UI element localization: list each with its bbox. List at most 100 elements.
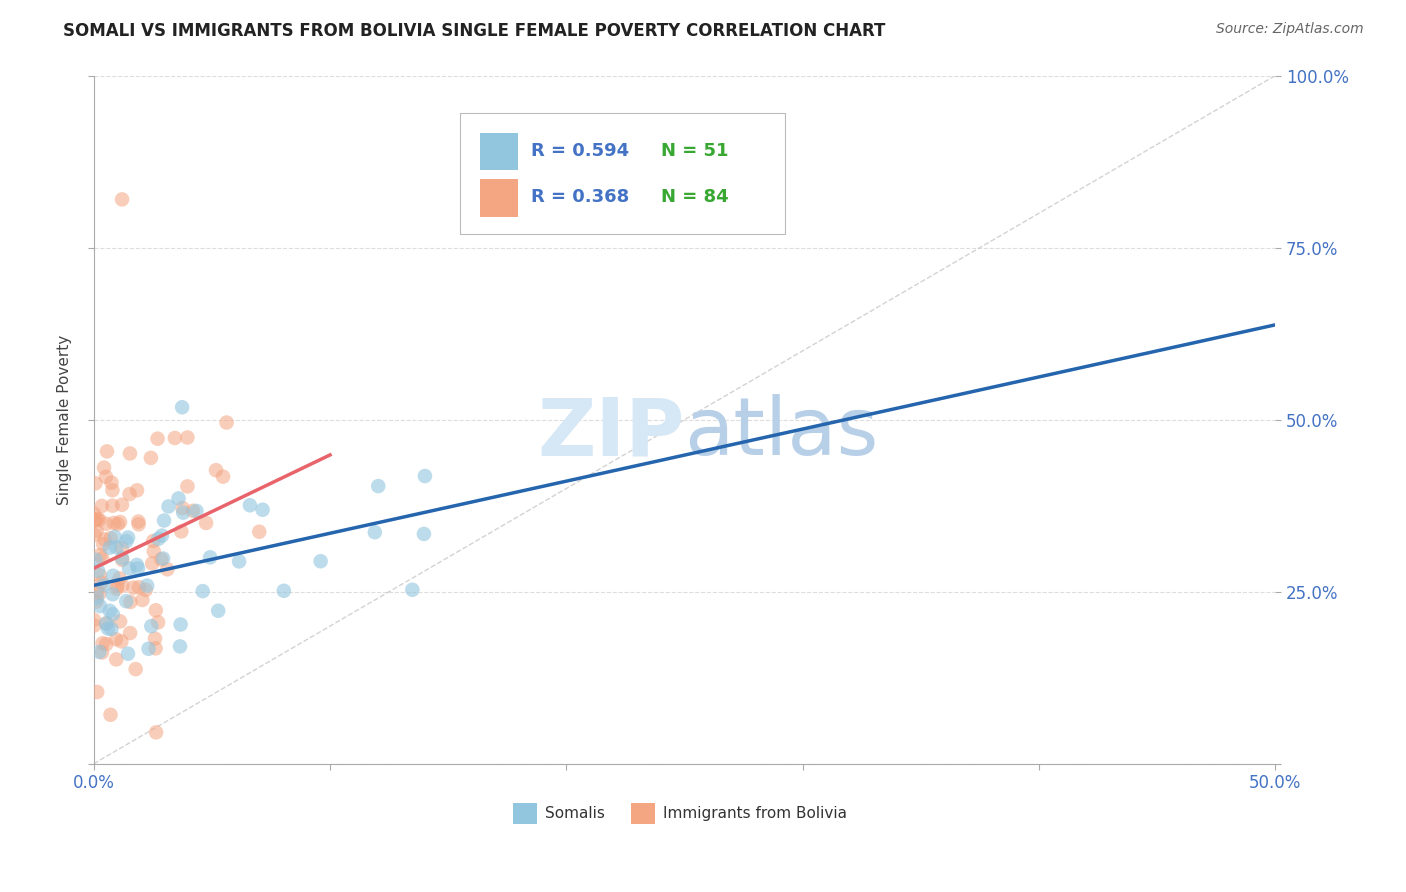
Point: [136, 578, 159, 592]
Point: [145, 603, 167, 617]
Point: [100, 707, 122, 722]
Bar: [631, 803, 655, 823]
Point: [139, 450, 162, 465]
Point: [127, 515, 149, 529]
Point: [86, 594, 108, 608]
Point: [150, 528, 173, 542]
Point: [198, 550, 221, 565]
Bar: [479, 178, 517, 217]
Point: [143, 632, 166, 646]
Point: [413, 469, 436, 483]
Point: [105, 652, 128, 666]
Point: [94, 470, 117, 484]
Point: [156, 562, 179, 576]
Point: [89, 599, 111, 613]
Text: N = 51: N = 51: [661, 142, 728, 161]
Point: [120, 595, 142, 609]
Point: [148, 532, 170, 546]
Point: [135, 582, 157, 597]
Y-axis label: Single Female Poverty: Single Female Poverty: [58, 334, 72, 505]
Point: [212, 469, 235, 483]
Point: [84, 553, 107, 567]
Point: [86, 591, 108, 605]
Point: [83, 528, 105, 542]
Point: [86, 512, 108, 526]
Point: [83, 618, 105, 632]
Point: [100, 475, 122, 490]
Point: [142, 534, 165, 549]
Point: [128, 580, 150, 594]
Point: [89, 513, 111, 527]
Point: [145, 725, 167, 739]
Point: [131, 593, 153, 607]
Point: [120, 626, 142, 640]
Point: [98, 604, 121, 618]
Point: [117, 531, 139, 545]
Point: [167, 491, 190, 506]
Point: [84, 512, 107, 526]
Point: [163, 431, 186, 445]
Point: [122, 581, 145, 595]
Text: R = 0.368: R = 0.368: [531, 188, 630, 206]
Point: [89, 568, 111, 582]
Point: [84, 514, 107, 528]
Point: [103, 516, 125, 530]
Point: [412, 527, 434, 541]
Point: [309, 554, 332, 568]
Point: [89, 548, 111, 562]
Point: [101, 568, 124, 582]
Point: [195, 516, 218, 530]
Point: [108, 515, 131, 529]
Point: [83, 613, 105, 627]
Point: [105, 582, 128, 596]
Point: [98, 541, 121, 555]
Point: [115, 534, 138, 549]
Point: [252, 502, 274, 516]
Point: [93, 460, 115, 475]
Point: [127, 561, 149, 575]
Point: [94, 516, 117, 531]
Text: Somalis: Somalis: [546, 805, 605, 821]
Point: [101, 607, 124, 622]
Point: [364, 525, 387, 540]
Point: [367, 479, 389, 493]
Point: [91, 636, 114, 650]
Point: [108, 571, 131, 585]
Point: [146, 615, 169, 630]
Text: atlas: atlas: [685, 394, 879, 473]
Point: [86, 685, 108, 699]
Point: [247, 524, 270, 539]
Point: [91, 551, 114, 566]
Point: [90, 499, 112, 513]
Point: [101, 587, 124, 601]
Point: [97, 622, 120, 636]
Point: [91, 537, 114, 551]
Point: [118, 487, 141, 501]
Point: [401, 582, 423, 597]
Point: [115, 594, 138, 608]
Point: [124, 662, 146, 676]
Text: ZIP: ZIP: [537, 394, 685, 473]
FancyBboxPatch shape: [460, 113, 785, 234]
Point: [172, 501, 194, 516]
Point: [104, 530, 127, 544]
Point: [142, 544, 165, 558]
Point: [108, 615, 131, 629]
Point: [86, 524, 108, 538]
Point: [91, 645, 114, 659]
Point: [152, 551, 174, 566]
Point: [172, 506, 194, 520]
Point: [111, 498, 134, 512]
Point: [107, 517, 129, 532]
Point: [96, 616, 118, 631]
Point: [117, 647, 139, 661]
Point: [176, 479, 198, 493]
Point: [146, 432, 169, 446]
Point: [150, 552, 173, 566]
Point: [90, 575, 112, 590]
Point: [172, 401, 194, 415]
Point: [110, 634, 132, 648]
Point: [228, 554, 250, 568]
Point: [125, 483, 148, 498]
Point: [141, 619, 163, 633]
